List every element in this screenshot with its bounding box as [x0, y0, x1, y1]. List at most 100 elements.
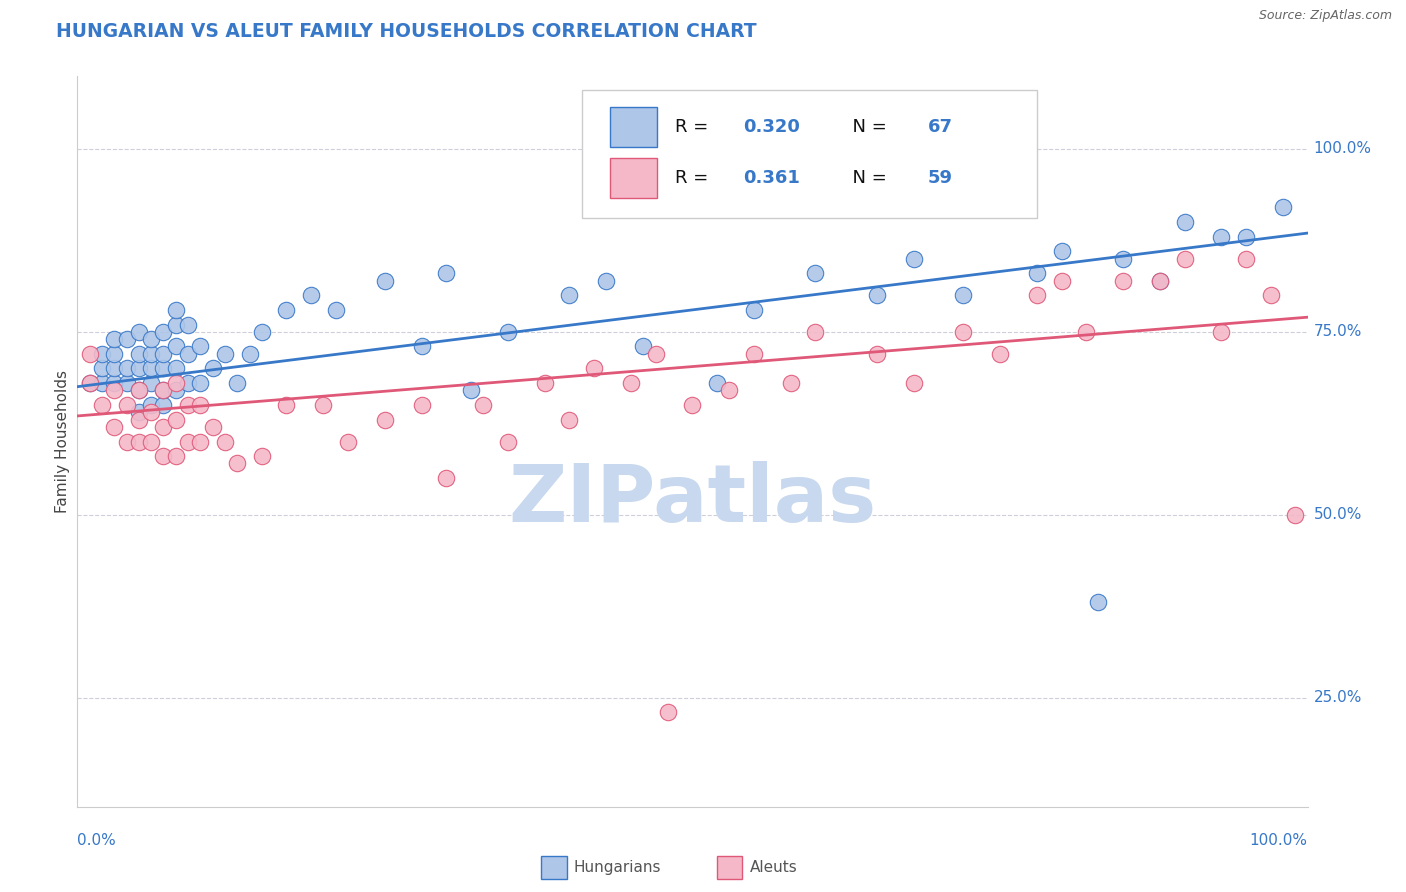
Point — [1112, 274, 1135, 288]
Point — [1260, 288, 1282, 302]
Bar — [610, 107, 657, 147]
Point — [128, 384, 150, 398]
Point — [188, 376, 212, 390]
Y-axis label: Family Households: Family Households — [55, 370, 70, 513]
Point — [141, 376, 163, 390]
Point — [152, 384, 174, 398]
Point — [177, 434, 200, 449]
Point — [141, 332, 163, 346]
Point — [276, 398, 298, 412]
Point — [90, 361, 114, 376]
Point — [188, 398, 212, 412]
Point — [1026, 288, 1049, 302]
Point — [201, 361, 224, 376]
Point — [1149, 274, 1171, 288]
Point — [706, 376, 728, 390]
Text: 75.0%: 75.0% — [1313, 325, 1362, 339]
Point — [780, 376, 803, 390]
Point — [1112, 252, 1135, 266]
Point — [165, 318, 187, 332]
Point — [804, 266, 827, 280]
Point — [152, 361, 174, 376]
Point — [952, 288, 974, 302]
Point — [128, 325, 150, 339]
Point — [165, 361, 187, 376]
Point — [103, 376, 125, 390]
Point — [128, 361, 150, 376]
Point — [742, 302, 765, 317]
Point — [141, 398, 163, 412]
Point — [115, 434, 138, 449]
Text: 25.0%: 25.0% — [1313, 690, 1362, 705]
Point — [79, 347, 101, 361]
Point — [250, 325, 273, 339]
Point — [1076, 325, 1098, 339]
Point — [903, 376, 925, 390]
Text: ZIPatlas: ZIPatlas — [509, 461, 876, 539]
Point — [1087, 595, 1109, 609]
Text: R =: R = — [675, 118, 714, 136]
Point — [177, 376, 200, 390]
Point — [595, 274, 617, 288]
Text: Aleuts: Aleuts — [749, 860, 797, 874]
Point — [374, 274, 396, 288]
Point — [558, 288, 581, 302]
Point — [214, 434, 236, 449]
Point — [90, 376, 114, 390]
Point — [152, 384, 174, 398]
Point — [115, 398, 138, 412]
Point — [141, 347, 163, 361]
Point — [165, 449, 187, 463]
Point — [226, 376, 249, 390]
Point — [115, 376, 138, 390]
Point — [1272, 201, 1295, 215]
Text: Hungarians: Hungarians — [574, 860, 661, 874]
Point — [988, 347, 1011, 361]
Point — [1211, 325, 1233, 339]
Point — [374, 412, 396, 426]
Text: 100.0%: 100.0% — [1313, 142, 1372, 156]
Point — [141, 405, 163, 419]
Point — [1174, 215, 1197, 229]
Point — [226, 457, 249, 471]
Point — [1284, 508, 1306, 522]
Point — [188, 339, 212, 353]
Point — [436, 266, 458, 280]
Point — [276, 302, 298, 317]
Point — [79, 376, 101, 390]
Text: 59: 59 — [928, 169, 952, 187]
Text: 100.0%: 100.0% — [1250, 833, 1308, 848]
Point — [128, 412, 150, 426]
Point — [214, 347, 236, 361]
Point — [177, 318, 200, 332]
Point — [90, 398, 114, 412]
Point — [682, 398, 704, 412]
Point — [141, 434, 163, 449]
Point — [534, 376, 557, 390]
Point — [657, 705, 679, 719]
Point — [141, 361, 163, 376]
Text: Source: ZipAtlas.com: Source: ZipAtlas.com — [1258, 9, 1392, 22]
Point — [866, 347, 889, 361]
Point — [250, 449, 273, 463]
Point — [436, 471, 458, 485]
Point — [460, 384, 482, 398]
Point — [152, 449, 174, 463]
Point — [165, 384, 187, 398]
Text: 0.0%: 0.0% — [77, 833, 117, 848]
Point — [312, 398, 335, 412]
Point — [1149, 274, 1171, 288]
Text: 50.0%: 50.0% — [1313, 508, 1362, 522]
Point — [188, 434, 212, 449]
Point — [115, 332, 138, 346]
Point — [325, 302, 347, 317]
Point — [152, 398, 174, 412]
Point — [718, 384, 741, 398]
Point — [1234, 229, 1257, 244]
Point — [103, 384, 125, 398]
Point — [633, 339, 655, 353]
Point — [1174, 252, 1197, 266]
Point — [1050, 244, 1073, 259]
Text: 67: 67 — [928, 118, 952, 136]
Point — [165, 302, 187, 317]
